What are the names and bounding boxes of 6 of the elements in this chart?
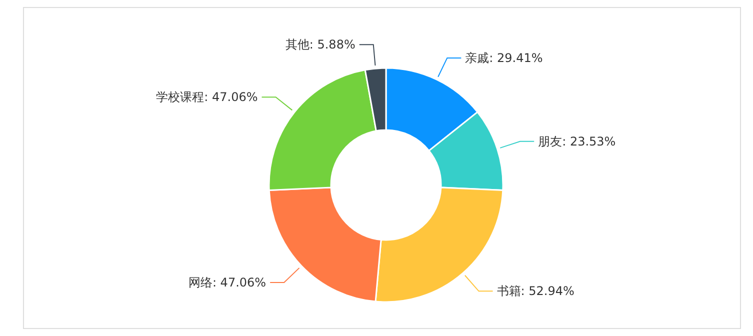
slice-label: 书籍: 52.94% (496, 284, 574, 298)
slice-label: 学校课程: 47.06% (156, 90, 258, 104)
slice-label: 亲戚: 29.41% (465, 50, 543, 65)
slice-label: 网络: 47.06% (188, 275, 266, 290)
slice-label: 其他: 5.88% (285, 38, 356, 52)
slice-label: 朋友: 23.53% (538, 134, 616, 148)
